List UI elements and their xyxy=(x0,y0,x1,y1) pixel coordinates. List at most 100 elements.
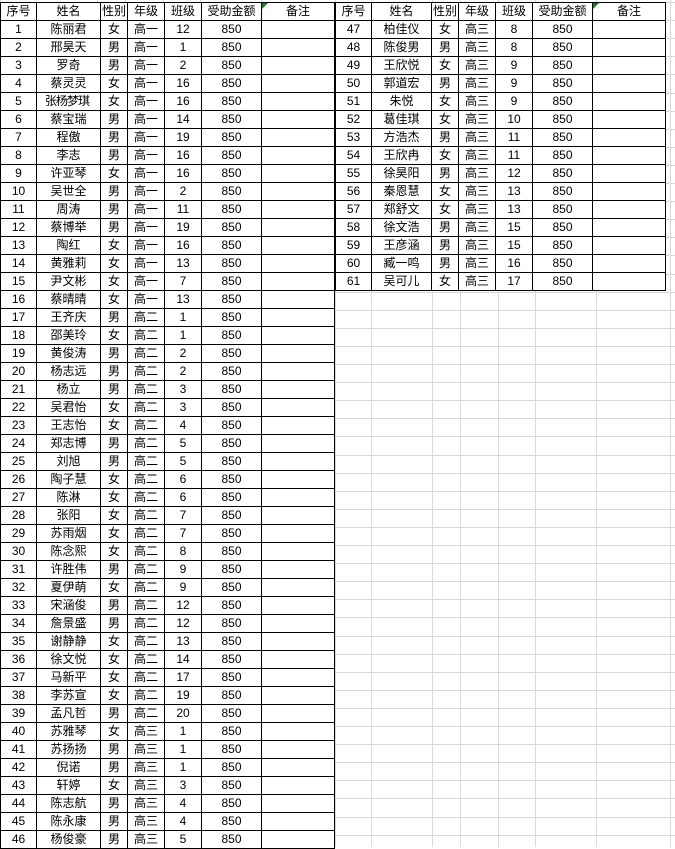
table-row[interactable]: 23 王志怡女高二 4 850 xyxy=(0,416,335,435)
cell-index[interactable]: 8 xyxy=(0,146,37,165)
cell-note[interactable] xyxy=(261,740,335,759)
cell-grade[interactable]: 高二 xyxy=(127,470,165,489)
cell-name[interactable]: 葛佳琪 xyxy=(371,110,432,129)
cell-sex[interactable]: 女 xyxy=(100,74,128,93)
cell-amount[interactable]: 850 xyxy=(201,128,262,147)
cell-sex[interactable]: 女 xyxy=(431,20,459,39)
cell-name[interactable]: 轩婷 xyxy=(36,776,101,795)
cell-grade[interactable]: 高三 xyxy=(458,128,496,147)
cell-note[interactable] xyxy=(261,200,335,219)
cell-note[interactable] xyxy=(592,218,666,237)
cell-class[interactable]: 8 xyxy=(495,38,533,57)
cell-class[interactable]: 7 xyxy=(164,524,202,543)
cell-name[interactable]: 尹文彬 xyxy=(36,272,101,291)
cell-sex[interactable]: 男 xyxy=(431,254,459,273)
cell-sex[interactable]: 男 xyxy=(100,128,128,147)
cell-name[interactable]: 徐昊阳 xyxy=(371,164,432,183)
cell-amount[interactable]: 850 xyxy=(201,614,262,633)
cell-index[interactable]: 20 xyxy=(0,362,37,381)
cell-grade[interactable]: 高三 xyxy=(458,38,496,57)
cell-index[interactable]: 23 xyxy=(0,416,37,435)
cell-amount[interactable]: 850 xyxy=(201,92,262,111)
cell-grade[interactable]: 高二 xyxy=(127,488,165,507)
cell-grade[interactable]: 高二 xyxy=(127,524,165,543)
cell-grade[interactable]: 高一 xyxy=(127,218,165,237)
cell-class[interactable]: 16 xyxy=(495,254,533,273)
table-row[interactable]: 9 许亚琴女高一 16 850 xyxy=(0,164,335,183)
cell-sex[interactable]: 男 xyxy=(431,218,459,237)
cell-name[interactable]: 马新平 xyxy=(36,668,101,687)
cell-class[interactable]: 6 xyxy=(164,488,202,507)
cell-amount[interactable]: 850 xyxy=(532,236,593,255)
cell-amount[interactable]: 850 xyxy=(201,542,262,561)
cell-class[interactable]: 2 xyxy=(164,182,202,201)
cell-index[interactable]: 37 xyxy=(0,668,37,687)
cell-amount[interactable]: 850 xyxy=(201,740,262,759)
table-row[interactable]: 56 秦恩慧女高三 13 850 xyxy=(335,182,666,201)
cell-note[interactable] xyxy=(261,290,335,309)
column-header-name[interactable]: 姓名 xyxy=(36,2,101,21)
table-row[interactable]: 25 刘旭男高二 5 850 xyxy=(0,452,335,471)
cell-note[interactable] xyxy=(261,542,335,561)
cell-index[interactable]: 15 xyxy=(0,272,37,291)
cell-sex[interactable]: 女 xyxy=(100,668,128,687)
cell-index[interactable]: 49 xyxy=(335,56,372,75)
cell-amount[interactable]: 850 xyxy=(201,326,262,345)
cell-name[interactable]: 方浩杰 xyxy=(371,128,432,147)
cell-note[interactable] xyxy=(261,560,335,579)
cell-class[interactable]: 17 xyxy=(495,272,533,291)
cell-note[interactable] xyxy=(261,470,335,489)
cell-sex[interactable]: 男 xyxy=(100,812,128,831)
cell-note[interactable] xyxy=(261,20,335,39)
cell-amount[interactable]: 850 xyxy=(201,434,262,453)
cell-name[interactable]: 吴君怡 xyxy=(36,398,101,417)
table-row[interactable]: 32 夏伊萌女高二 9 850 xyxy=(0,578,335,597)
cell-index[interactable]: 3 xyxy=(0,56,37,75)
cell-note[interactable] xyxy=(592,92,666,111)
cell-name[interactable]: 陈淋 xyxy=(36,488,101,507)
cell-note[interactable] xyxy=(261,614,335,633)
cell-name[interactable]: 陈丽君 xyxy=(36,20,101,39)
cell-name[interactable]: 朱悦 xyxy=(371,92,432,111)
cell-grade[interactable]: 高一 xyxy=(127,74,165,93)
cell-grade[interactable]: 高一 xyxy=(127,38,165,57)
cell-note[interactable] xyxy=(261,650,335,669)
cell-name[interactable]: 王欣悦 xyxy=(371,56,432,75)
cell-sex[interactable]: 女 xyxy=(100,632,128,651)
table-row[interactable]: 58 徐文浩男高三 15 850 xyxy=(335,218,666,237)
cell-name[interactable]: 郑志博 xyxy=(36,434,101,453)
cell-index[interactable]: 59 xyxy=(335,236,372,255)
cell-note[interactable] xyxy=(592,236,666,255)
cell-grade[interactable]: 高三 xyxy=(458,218,496,237)
column-header-grade[interactable]: 年级 xyxy=(458,2,496,21)
cell-index[interactable]: 58 xyxy=(335,218,372,237)
cell-note[interactable] xyxy=(261,776,335,795)
table-row[interactable]: 48 陈俊男男高三 8 850 xyxy=(335,38,666,57)
table-row[interactable]: 54 王欣冉女高三 11 850 xyxy=(335,146,666,165)
cell-amount[interactable]: 850 xyxy=(201,830,262,849)
cell-amount[interactable]: 850 xyxy=(201,578,262,597)
cell-name[interactable]: 徐文浩 xyxy=(371,218,432,237)
cell-note[interactable] xyxy=(261,380,335,399)
cell-grade[interactable]: 高三 xyxy=(127,776,165,795)
cell-grade[interactable]: 高二 xyxy=(127,380,165,399)
cell-class[interactable]: 9 xyxy=(164,560,202,579)
cell-name[interactable]: 陶子慧 xyxy=(36,470,101,489)
cell-class[interactable]: 13 xyxy=(495,200,533,219)
cell-grade[interactable]: 高一 xyxy=(127,182,165,201)
cell-note[interactable] xyxy=(592,182,666,201)
table-row[interactable]: 43 轩婷女高三 3 850 xyxy=(0,776,335,795)
cell-amount[interactable]: 850 xyxy=(201,380,262,399)
table-row[interactable]: 40 苏雅琴女高三 1 850 xyxy=(0,722,335,741)
cell-index[interactable]: 1 xyxy=(0,20,37,39)
column-header-note[interactable]: 备注 xyxy=(261,2,335,21)
cell-index[interactable]: 9 xyxy=(0,164,37,183)
cell-name[interactable]: 陶红 xyxy=(36,236,101,255)
beneficiary-table-right[interactable]: 序号 姓名 性别 年级 班级 受助金额 备注 47 柏佳仪女高三 8 850 48 陈俊男… xyxy=(335,2,666,291)
cell-note[interactable] xyxy=(592,146,666,165)
cell-sex[interactable]: 男 xyxy=(100,704,128,723)
cell-class[interactable]: 8 xyxy=(495,20,533,39)
cell-amount[interactable]: 850 xyxy=(532,182,593,201)
cell-grade[interactable]: 高二 xyxy=(127,506,165,525)
cell-index[interactable]: 11 xyxy=(0,200,37,219)
